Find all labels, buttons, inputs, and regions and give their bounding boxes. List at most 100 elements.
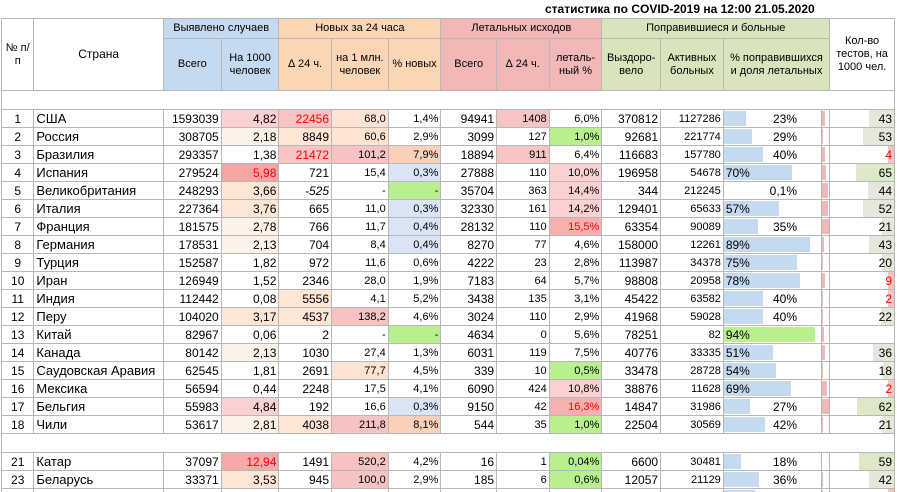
deaths-delta: 42 bbox=[496, 397, 550, 416]
recovered: 12057 bbox=[601, 470, 662, 489]
detected-total: 279524 bbox=[162, 163, 222, 182]
row-number: 8 bbox=[0, 235, 35, 254]
recovery-ratio-cell: 29% bbox=[722, 127, 823, 146]
header-new-per-million: на 1 млн. человек bbox=[331, 38, 389, 91]
deaths-pct: 10,8% bbox=[548, 379, 603, 398]
header-deaths-total: Всего bbox=[440, 38, 498, 91]
detected-per1000: 1,81 bbox=[220, 361, 280, 380]
tests-per1000: 4 bbox=[829, 145, 895, 164]
tests-per1000: 22 bbox=[829, 307, 895, 326]
recovery-bar bbox=[724, 363, 777, 378]
tests-value: 52 bbox=[878, 201, 892, 216]
new-per-million: 8,4 bbox=[331, 235, 389, 254]
lethal-share-fill bbox=[822, 309, 824, 324]
deaths-pct: 5,6% bbox=[548, 325, 603, 344]
recovery-bar bbox=[724, 472, 759, 487]
tests-per1000: 21 bbox=[829, 217, 895, 236]
new-pct: 4,6% bbox=[387, 307, 442, 326]
tests-bar bbox=[868, 236, 894, 253]
detected-total: 112442 bbox=[162, 289, 222, 308]
deaths-delta: 10 bbox=[496, 361, 550, 380]
new-per-million: 11,7 bbox=[331, 217, 389, 236]
active: 157780 bbox=[660, 145, 724, 164]
lethal-share-bar bbox=[820, 109, 831, 128]
detected-per1000: 5,98 bbox=[220, 163, 280, 182]
recovery-ratio-cell: 70% bbox=[722, 163, 823, 182]
deaths-pct: 7,5% bbox=[548, 343, 603, 362]
country-name: Украина bbox=[33, 488, 164, 492]
recovered: 129401 bbox=[601, 199, 662, 218]
deaths-total: 185 bbox=[440, 470, 498, 489]
deaths-total: 6031 bbox=[440, 343, 498, 362]
deaths-pct: 5,7% bbox=[548, 271, 603, 290]
detected-total: 33371 bbox=[162, 470, 222, 489]
recovery-ratio-cell: 78% bbox=[722, 271, 823, 290]
recovery-bar bbox=[724, 273, 800, 288]
recovery-ratio-cell: 40% bbox=[722, 307, 823, 326]
recovery-bar bbox=[724, 255, 797, 270]
new-per-million: 60,6 bbox=[331, 127, 389, 146]
lethal-share-fill bbox=[822, 399, 829, 414]
recovered: 196958 bbox=[601, 163, 662, 182]
table-row: 12 Перу 104020 3,17 4537 138,2 4,6% 3024 110 2,9%… bbox=[0, 307, 895, 326]
lethal-share-fill bbox=[822, 490, 824, 492]
header-country: Страна bbox=[33, 18, 164, 91]
deaths-total: 8270 bbox=[440, 235, 498, 254]
recovered: 14847 bbox=[601, 397, 662, 416]
detected-per1000: 3,66 bbox=[220, 181, 280, 200]
recovery-bar bbox=[724, 129, 752, 144]
table-row: 6 Италия 227364 3,76 665 11,0 0,3% 32330 161 14,2… bbox=[0, 199, 895, 218]
deaths-pct: 6,4% bbox=[548, 145, 603, 164]
deaths-pct: 0,5% bbox=[548, 361, 603, 380]
country-name: Бразилия bbox=[33, 145, 164, 164]
active: 1127286 bbox=[660, 109, 724, 128]
detected-total: 80142 bbox=[162, 343, 222, 362]
deaths-delta: 77 bbox=[496, 235, 550, 254]
new-per-million: 27,4 bbox=[331, 343, 389, 362]
tests-per1000: 2 bbox=[829, 379, 895, 398]
row-number: 3 bbox=[0, 145, 35, 164]
lethal-share-fill bbox=[822, 201, 829, 216]
tests-per1000: 62 bbox=[829, 397, 895, 416]
table-row: 17 Бельгия 55983 4,84 192 16,6 0,3% 9150 42 16,3%… bbox=[0, 397, 895, 416]
recovery-bar bbox=[724, 399, 751, 414]
active: 54678 bbox=[660, 163, 724, 182]
new-per-million: 77,7 bbox=[331, 361, 389, 380]
new-per-million: 12,8 bbox=[331, 488, 389, 492]
row-number: 6 bbox=[0, 199, 35, 218]
detected-total: 62545 bbox=[162, 361, 222, 380]
tests-value: 20 bbox=[878, 255, 892, 270]
tests-value: 42 bbox=[878, 472, 892, 487]
new-delta: 665 bbox=[278, 199, 333, 218]
report-title: статистика по COVID-2019 на 12:00 21.05.… bbox=[545, 2, 815, 16]
active: 12900 bbox=[660, 488, 724, 492]
new-pct: 0,6% bbox=[387, 253, 442, 272]
recovered: 92681 bbox=[601, 127, 662, 146]
detected-total: 181575 bbox=[162, 217, 222, 236]
lethal-share-bar bbox=[820, 343, 831, 362]
header-recovered: Выздоро-вело bbox=[601, 38, 662, 91]
country-name: Италия bbox=[33, 199, 164, 218]
active: 33335 bbox=[660, 343, 724, 362]
detected-per1000: 1,38 bbox=[220, 145, 280, 164]
deaths-pct: 0,6% bbox=[548, 470, 603, 489]
lethal-share-bar bbox=[820, 325, 831, 344]
row-number: 15 bbox=[0, 361, 35, 380]
tests-bar bbox=[887, 146, 894, 163]
tests-per1000: 21 bbox=[829, 415, 895, 434]
lethal-share-bar bbox=[820, 199, 831, 218]
country-name: Канада bbox=[33, 343, 164, 362]
recovered: 45422 bbox=[601, 289, 662, 308]
recovered: 41968 bbox=[601, 307, 662, 326]
new-per-million: 4,1 bbox=[331, 289, 389, 308]
recovery-bar bbox=[724, 345, 774, 360]
new-delta: 21472 bbox=[278, 145, 333, 164]
table-row: 11 Индия 112442 0,08 5556 4,1 5,2% 3438 135 3,1% 4… bbox=[0, 289, 895, 308]
recovery-ratio-cell: 23% bbox=[722, 109, 823, 128]
recovery-bar bbox=[724, 381, 791, 396]
detected-per1000: 1,52 bbox=[220, 271, 280, 290]
active: 28728 bbox=[660, 361, 724, 380]
active: 31986 bbox=[660, 397, 724, 416]
country-name: Китай bbox=[33, 325, 164, 344]
recovery-bar bbox=[724, 327, 816, 342]
